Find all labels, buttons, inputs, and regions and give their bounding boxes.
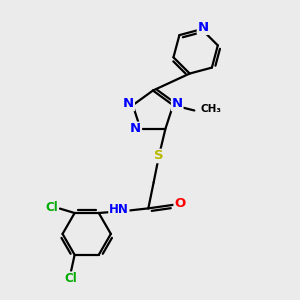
- Text: S: S: [154, 149, 164, 163]
- Text: N: N: [123, 98, 134, 110]
- Text: O: O: [174, 197, 185, 210]
- Text: Cl: Cl: [65, 272, 77, 285]
- Text: N: N: [172, 98, 183, 110]
- Text: CH₃: CH₃: [201, 104, 222, 114]
- Text: Cl: Cl: [45, 201, 58, 214]
- Text: N: N: [197, 21, 208, 34]
- Text: N: N: [130, 122, 141, 135]
- Text: HN: HN: [109, 203, 129, 216]
